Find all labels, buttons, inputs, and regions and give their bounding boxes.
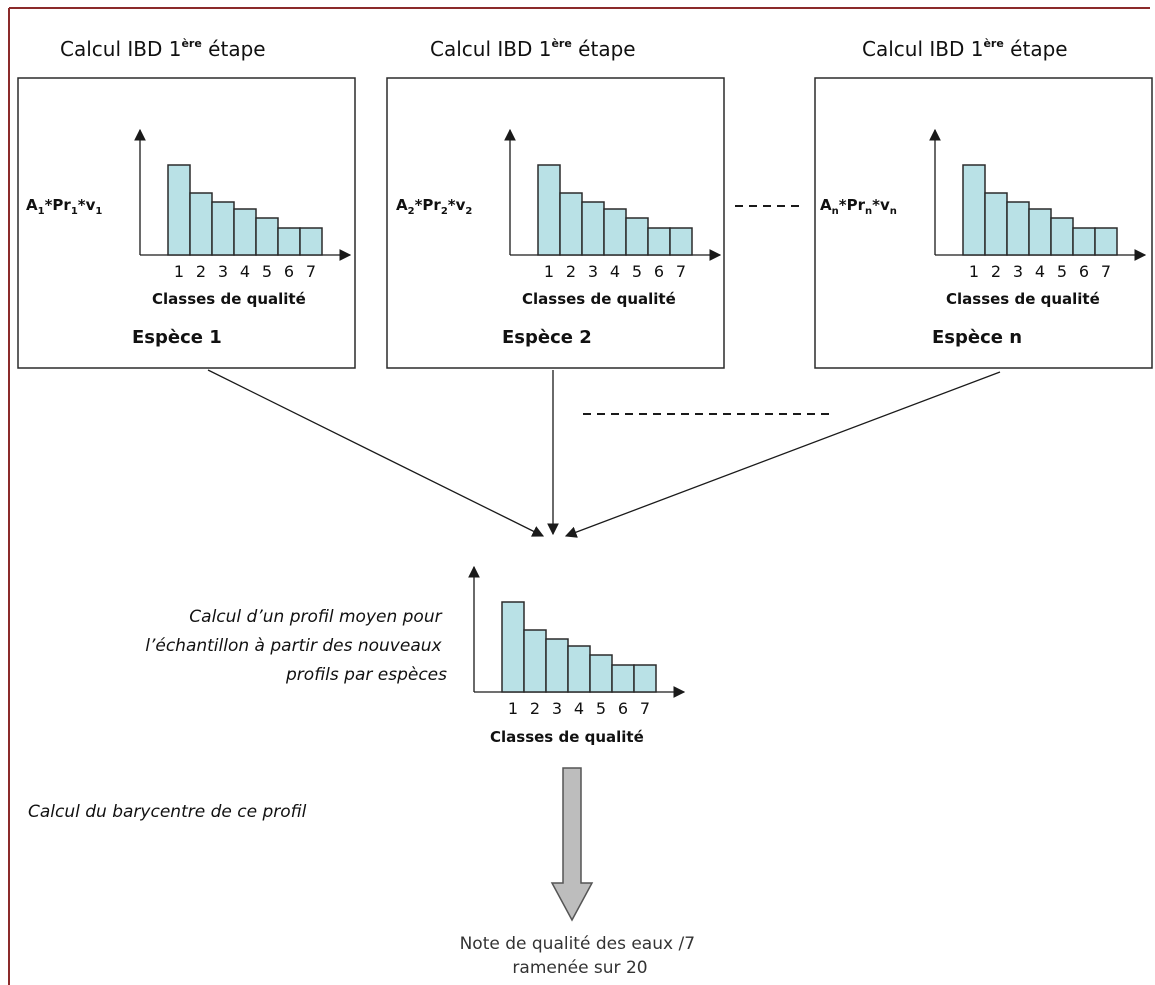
tick-label-1: 1 bbox=[174, 262, 184, 281]
mean-profile-note: Calcul d’un profil moyen pour l’échantil… bbox=[145, 607, 447, 685]
xlabel-n: Classes de qualité bbox=[946, 290, 1100, 308]
tick-label-3: 3 bbox=[588, 262, 598, 281]
tick-label-4: 4 bbox=[240, 262, 250, 281]
tick-label-4: 4 bbox=[610, 262, 620, 281]
bar-class-1 bbox=[167, 164, 191, 256]
tick-label-1: 1 bbox=[508, 699, 518, 718]
bar-class-4 bbox=[567, 645, 591, 693]
bar-class-5 bbox=[625, 217, 649, 256]
tick-label-3: 3 bbox=[1013, 262, 1023, 281]
species-box-n bbox=[814, 77, 1153, 369]
tick-label-3: 3 bbox=[218, 262, 228, 281]
bar-class-2 bbox=[559, 192, 583, 256]
bar-class-6 bbox=[1072, 227, 1096, 256]
bar-class-2 bbox=[523, 629, 547, 693]
tick-label-2: 2 bbox=[530, 699, 540, 718]
bar-class-7 bbox=[1094, 227, 1118, 256]
species-label-2: Espèce 2 bbox=[502, 327, 592, 348]
bar-class-2 bbox=[984, 192, 1008, 256]
species-box-1 bbox=[17, 77, 356, 369]
bar-class-6 bbox=[277, 227, 301, 256]
species-label-1: Espèce 1 bbox=[132, 327, 222, 348]
ylabel-2: A2*Pr2*v2 bbox=[396, 196, 472, 217]
xlabel-1: Classes de qualité bbox=[152, 290, 306, 308]
ylabel-n: An*Prn*vn bbox=[820, 196, 897, 217]
species-box-2 bbox=[386, 77, 725, 369]
barycentre-note: Calcul du barycentre de ce profil bbox=[28, 802, 307, 822]
bar-class-5 bbox=[589, 654, 613, 693]
tick-label-6: 6 bbox=[1079, 262, 1089, 281]
tick-label-4: 4 bbox=[1035, 262, 1045, 281]
tick-label-6: 6 bbox=[284, 262, 294, 281]
bar-class-1 bbox=[537, 164, 561, 256]
result-arrow-icon bbox=[550, 767, 594, 922]
tick-label-5: 5 bbox=[596, 699, 606, 718]
bar-class-3 bbox=[1006, 201, 1030, 256]
column-title-2: Calcul IBD 1ère étape bbox=[430, 37, 636, 61]
tick-label-6: 6 bbox=[654, 262, 664, 281]
bar-class-5 bbox=[1050, 217, 1074, 256]
bar-class-5 bbox=[255, 217, 279, 256]
bar-class-6 bbox=[647, 227, 671, 256]
tick-label-7: 7 bbox=[640, 699, 650, 718]
arrow-species-n bbox=[564, 371, 1001, 538]
bar-class-4 bbox=[233, 208, 257, 256]
tick-label-6: 6 bbox=[618, 699, 628, 718]
bar-class-4 bbox=[603, 208, 627, 256]
xlabel-mean: Classes de qualité bbox=[490, 728, 644, 746]
tick-label-2: 2 bbox=[991, 262, 1001, 281]
tick-label-4: 4 bbox=[574, 699, 584, 718]
tick-label-1: 1 bbox=[544, 262, 554, 281]
bar-class-1 bbox=[501, 601, 525, 693]
tick-label-7: 7 bbox=[306, 262, 316, 281]
bar-class-3 bbox=[581, 201, 605, 256]
bar-class-7 bbox=[669, 227, 693, 256]
tick-label-7: 7 bbox=[1101, 262, 1111, 281]
result-note: Note de qualité des eaux /7 ramenée sur … bbox=[460, 934, 701, 978]
bar-class-7 bbox=[299, 227, 323, 256]
bar-class-3 bbox=[545, 638, 569, 693]
tick-label-5: 5 bbox=[1057, 262, 1067, 281]
tick-label-5: 5 bbox=[262, 262, 272, 281]
tick-label-2: 2 bbox=[566, 262, 576, 281]
bar-class-6 bbox=[611, 664, 635, 693]
bar-class-4 bbox=[1028, 208, 1052, 256]
bar-class-1 bbox=[962, 164, 986, 256]
tick-label-2: 2 bbox=[196, 262, 206, 281]
tick-label-7: 7 bbox=[676, 262, 686, 281]
species-label-n: Espèce n bbox=[932, 327, 1022, 348]
tick-label-1: 1 bbox=[969, 262, 979, 281]
ylabel-1: A1*Pr1*v1 bbox=[26, 196, 102, 217]
column-title-3: Calcul IBD 1ère étape bbox=[862, 37, 1068, 61]
tick-label-3: 3 bbox=[552, 699, 562, 718]
tick-label-5: 5 bbox=[632, 262, 642, 281]
arrow-species-1 bbox=[207, 369, 545, 537]
xlabel-2: Classes de qualité bbox=[522, 290, 676, 308]
column-title-1: Calcul IBD 1ère étape bbox=[60, 37, 266, 61]
bar-class-3 bbox=[211, 201, 235, 256]
bar-class-2 bbox=[189, 192, 213, 256]
bar-class-7 bbox=[633, 664, 657, 693]
